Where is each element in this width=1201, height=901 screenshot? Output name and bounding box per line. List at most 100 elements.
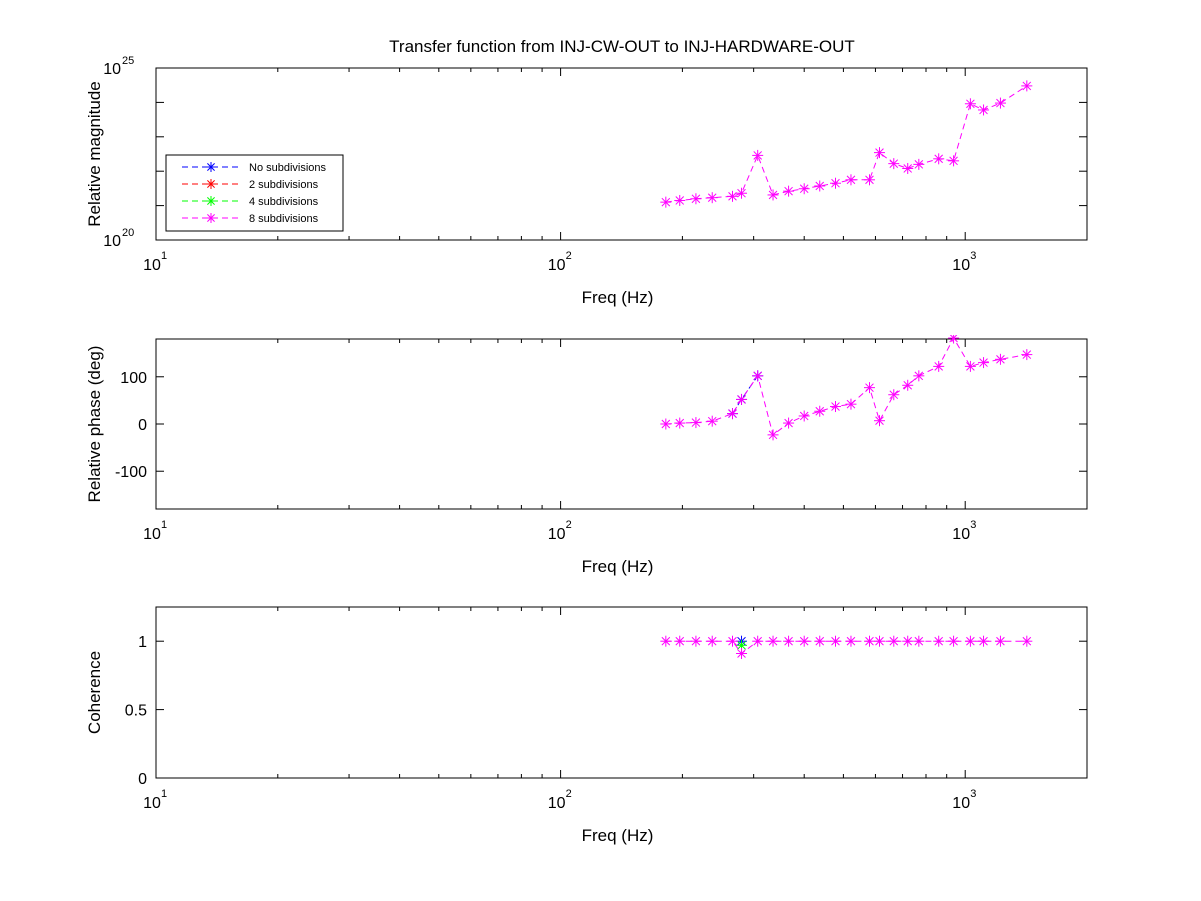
data-point-marker (690, 417, 702, 429)
x-tick-label: 10 (143, 257, 161, 274)
data-point-marker (1021, 635, 1033, 647)
data-point-marker (978, 357, 990, 369)
x-tick-label: 10 (952, 795, 970, 812)
x-tick-label: 10 (952, 526, 970, 543)
series-8-subdivisions (660, 635, 1033, 660)
data-point-marker (913, 158, 925, 170)
data-point-marker (948, 155, 960, 167)
x-tick-exponent: 2 (566, 250, 572, 262)
data-point-marker (873, 147, 885, 159)
data-point-marker (706, 635, 718, 647)
y-tick-label: 0 (138, 417, 147, 434)
data-point-marker (814, 635, 826, 647)
y-tick-label: 0.5 (125, 703, 147, 720)
data-point-marker (994, 353, 1006, 365)
x-tick-exponent: 2 (566, 519, 572, 531)
data-point-marker (888, 635, 900, 647)
x-tick-label: 10 (548, 795, 566, 812)
data-point-marker (752, 149, 764, 161)
data-point-marker (814, 180, 826, 192)
data-point-marker (863, 382, 875, 394)
series-8-subdivisions (660, 335, 1033, 441)
axes-frame (155, 606, 1088, 779)
y-tick-label: 1 (138, 634, 147, 651)
data-point-marker (706, 415, 718, 427)
data-point-marker (690, 193, 702, 205)
data-point-marker (1021, 349, 1033, 361)
y-tick-exponent: 25 (122, 55, 134, 67)
y-tick-exponent: 20 (122, 227, 134, 239)
data-point-marker (752, 635, 764, 647)
data-point-marker (727, 635, 739, 647)
data-point-marker (814, 405, 826, 417)
data-point-marker (798, 635, 810, 647)
x-tick-label: 10 (548, 257, 566, 274)
data-point-marker (783, 185, 795, 197)
series-line (665, 337, 1027, 436)
legend-label: 4 subdivisions (249, 196, 319, 208)
x-axis-label: Freq (Hz) (582, 557, 654, 576)
data-point-marker (727, 408, 739, 420)
x-tick-exponent: 3 (970, 788, 976, 800)
legend-entry: 2 subdivisions (182, 179, 319, 191)
legend-entry: 4 subdivisions (182, 196, 319, 208)
x-axis-label: Freq (Hz) (582, 826, 654, 845)
data-point-marker (873, 415, 885, 427)
data-point-marker (767, 429, 779, 441)
legend-marker (206, 179, 216, 189)
data-point-marker (767, 189, 779, 201)
data-point-marker (767, 635, 779, 647)
data-point-marker (913, 370, 925, 382)
legend-marker (206, 213, 216, 223)
x-tick-label: 10 (143, 526, 161, 543)
data-point-marker (994, 635, 1006, 647)
x-tick-exponent: 1 (161, 788, 167, 800)
legend-label: 2 subdivisions (249, 179, 319, 191)
data-point-marker (933, 635, 945, 647)
data-point-marker (964, 635, 976, 647)
y-ticks (156, 640, 1087, 779)
y-tick-label: 0 (138, 771, 147, 788)
data-point-marker (727, 190, 739, 202)
data-point-marker (863, 174, 875, 186)
data-point-marker (736, 648, 748, 660)
data-point-marker (660, 418, 672, 430)
data-point-marker (829, 401, 841, 413)
data-point-marker (873, 635, 885, 647)
axes-frame (155, 67, 1088, 241)
data-point-marker (829, 177, 841, 189)
data-point-marker (863, 635, 875, 647)
data-point-marker (783, 635, 795, 647)
data-point-marker (913, 635, 925, 647)
data-point-marker (798, 183, 810, 195)
x-tick-exponent: 3 (970, 250, 976, 262)
data-point-marker (752, 370, 764, 382)
legend: No subdivisions 2 subdivisions 4 subdivisi… (165, 154, 344, 232)
x-tick-label: 10 (143, 795, 161, 812)
legend-label: No subdivisions (249, 162, 327, 174)
data-point-marker (888, 158, 900, 170)
data-point-marker (1021, 80, 1033, 92)
series-8-subdivisions (660, 80, 1033, 208)
data-point-marker (933, 360, 945, 372)
x-ticks (155, 339, 1088, 509)
legend-marker (206, 162, 216, 172)
data-point-marker (783, 417, 795, 429)
x-tick-label: 10 (548, 526, 566, 543)
data-point-marker (736, 187, 748, 199)
chart-title: Transfer function from INJ-CW-OUT to INJ… (389, 37, 855, 56)
y-axis-label: Relative magnitude (85, 81, 104, 227)
data-point-marker (902, 635, 914, 647)
data-point-marker (798, 410, 810, 422)
data-point-marker (948, 635, 960, 647)
data-point-marker (736, 393, 748, 405)
legend-entry: No subdivisions (182, 162, 327, 174)
y-axis-label: Relative phase (deg) (85, 346, 104, 503)
legend-marker (206, 196, 216, 206)
x-ticks (155, 68, 1088, 240)
y-tick-label: 100 (120, 370, 147, 387)
data-point-marker (902, 379, 914, 391)
